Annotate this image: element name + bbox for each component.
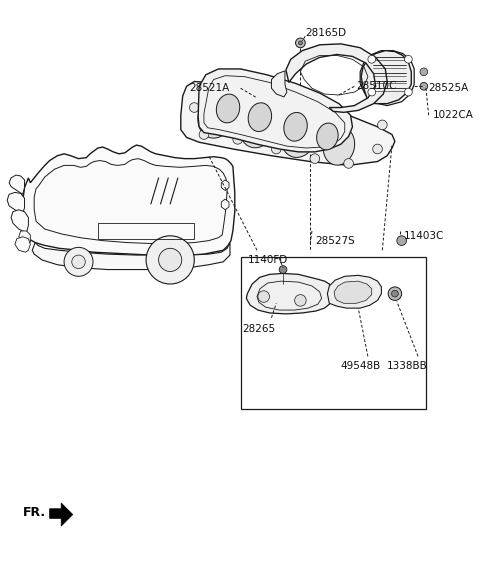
Polygon shape [360, 51, 414, 106]
Text: 28165D: 28165D [305, 28, 347, 38]
Polygon shape [221, 199, 229, 210]
Circle shape [201, 93, 216, 109]
Text: 1140FD: 1140FD [247, 255, 288, 265]
Polygon shape [32, 242, 230, 270]
Circle shape [368, 88, 376, 96]
Circle shape [272, 144, 281, 154]
Circle shape [72, 255, 85, 269]
Polygon shape [327, 275, 382, 308]
Circle shape [388, 287, 402, 300]
Polygon shape [286, 44, 387, 112]
Circle shape [310, 154, 320, 163]
Circle shape [405, 88, 412, 96]
Circle shape [242, 102, 258, 118]
Text: 1022CA: 1022CA [432, 110, 473, 120]
Text: 28525A: 28525A [429, 83, 469, 93]
Text: 28521A: 28521A [190, 83, 230, 93]
Circle shape [420, 83, 428, 90]
Circle shape [296, 38, 305, 48]
Polygon shape [361, 51, 411, 104]
Polygon shape [15, 237, 30, 252]
Text: 11403C: 11403C [404, 231, 444, 241]
Circle shape [405, 55, 412, 63]
Ellipse shape [240, 106, 275, 148]
Text: 1338BB: 1338BB [387, 361, 428, 371]
Circle shape [279, 266, 287, 274]
Text: 49548B: 49548B [341, 361, 381, 371]
Circle shape [233, 134, 242, 144]
Polygon shape [181, 81, 395, 166]
Circle shape [295, 295, 306, 306]
Polygon shape [334, 281, 372, 303]
Text: FR.: FR. [23, 506, 46, 519]
Polygon shape [272, 71, 287, 97]
Polygon shape [198, 69, 352, 152]
Text: 28510C: 28510C [356, 81, 396, 91]
Circle shape [372, 144, 383, 154]
Circle shape [368, 55, 376, 63]
Polygon shape [49, 503, 73, 526]
Circle shape [344, 159, 353, 168]
Circle shape [324, 125, 339, 141]
Circle shape [299, 41, 302, 45]
Text: 28527S: 28527S [315, 236, 355, 246]
Ellipse shape [216, 94, 240, 123]
Polygon shape [11, 210, 28, 233]
Polygon shape [7, 192, 24, 213]
Ellipse shape [248, 103, 272, 131]
Polygon shape [23, 145, 235, 256]
Polygon shape [221, 180, 229, 191]
Bar [240, 257, 426, 410]
Polygon shape [19, 231, 30, 242]
Circle shape [158, 248, 182, 271]
Circle shape [420, 68, 428, 76]
Circle shape [392, 290, 398, 297]
Circle shape [283, 113, 299, 129]
Circle shape [378, 120, 387, 130]
Circle shape [190, 102, 199, 112]
Circle shape [64, 248, 93, 277]
Ellipse shape [317, 123, 338, 150]
Ellipse shape [323, 127, 355, 165]
Ellipse shape [198, 96, 233, 138]
Circle shape [397, 236, 407, 245]
Ellipse shape [281, 116, 316, 158]
Text: 28265: 28265 [242, 324, 276, 335]
Circle shape [258, 291, 269, 302]
Polygon shape [9, 175, 24, 195]
Polygon shape [246, 274, 331, 314]
Ellipse shape [284, 113, 307, 141]
Circle shape [146, 236, 194, 284]
Circle shape [199, 130, 209, 139]
